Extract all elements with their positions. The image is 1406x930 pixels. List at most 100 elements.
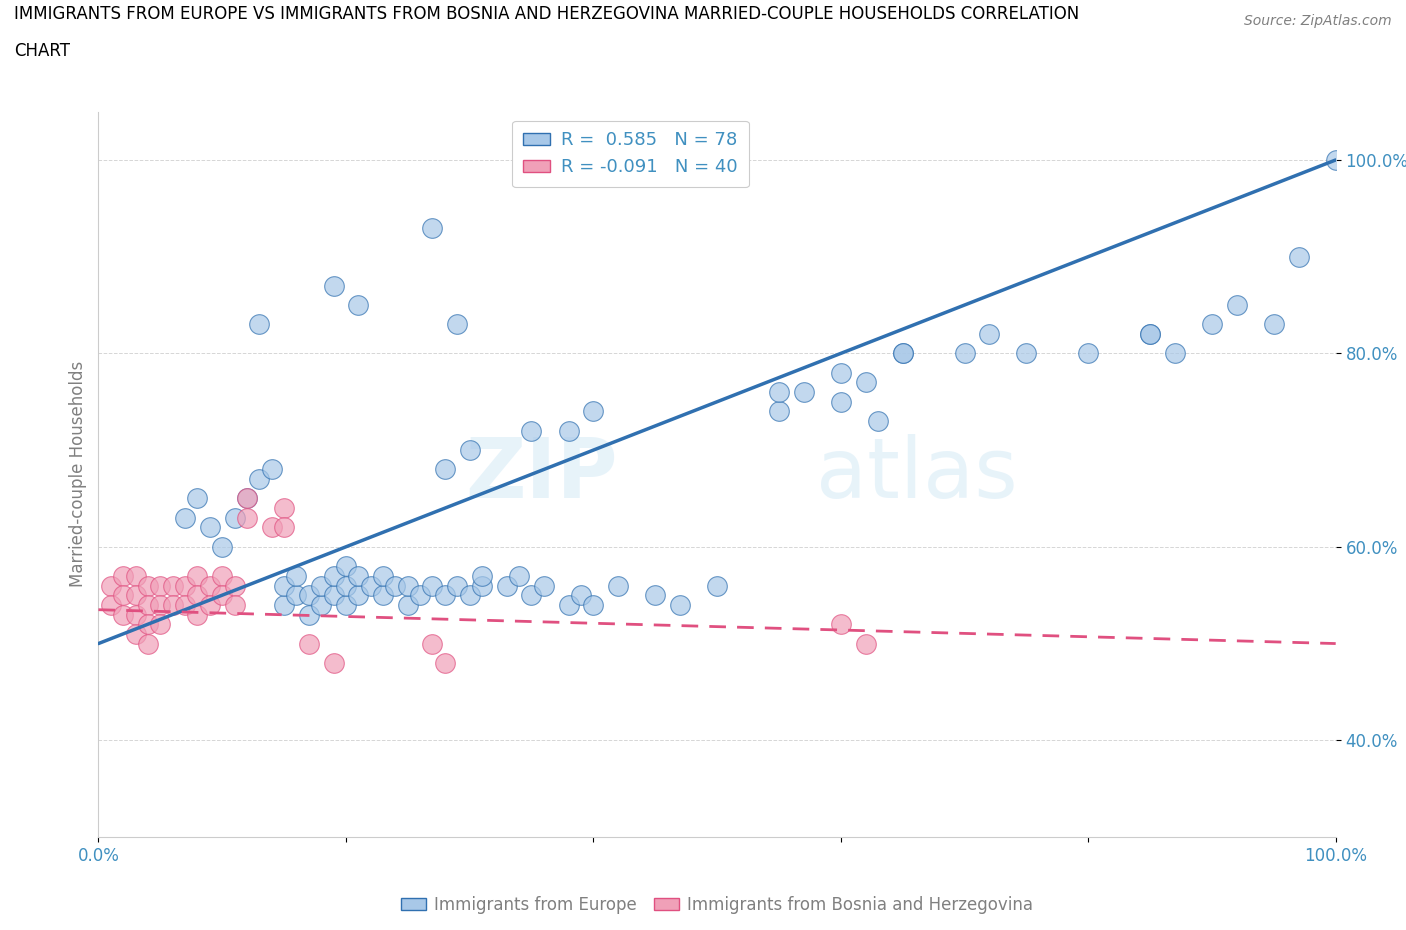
Point [273,520,295,535]
Point [979,326,1001,341]
Point [224,511,246,525]
Point [322,656,344,671]
Point [1201,317,1223,332]
Point [458,588,481,603]
Point [607,578,630,593]
Legend: Immigrants from Europe, Immigrants from Bosnia and Herzegovina: Immigrants from Europe, Immigrants from … [394,889,1040,920]
Point [198,578,221,593]
Point [322,278,344,293]
Point [644,588,666,603]
Point [409,588,432,603]
Point [446,578,468,593]
Point [830,365,852,380]
Point [422,220,444,235]
Point [347,568,370,583]
Point [891,346,914,361]
Point [211,588,233,603]
Point [298,636,321,651]
Text: Source: ZipAtlas.com: Source: ZipAtlas.com [1244,14,1392,28]
Point [1263,317,1285,332]
Point [124,588,146,603]
Point [174,511,197,525]
Point [149,597,172,612]
Point [298,607,321,622]
Point [322,568,344,583]
Point [211,539,233,554]
Point [136,578,159,593]
Point [273,578,295,593]
Point [557,423,579,438]
Y-axis label: Married-couple Households: Married-couple Households [69,361,87,588]
Point [569,588,592,603]
Point [298,588,321,603]
Point [149,578,172,593]
Point [866,414,889,429]
Point [162,578,184,593]
Point [309,597,332,612]
Point [124,627,146,642]
Point [211,568,233,583]
Point [186,491,208,506]
Point [422,578,444,593]
Text: IMMIGRANTS FROM EUROPE VS IMMIGRANTS FROM BOSNIA AND HERZEGOVINA MARRIED-COUPLE : IMMIGRANTS FROM EUROPE VS IMMIGRANTS FRO… [14,5,1080,22]
Point [236,491,259,506]
Point [224,578,246,593]
Text: ZIP: ZIP [465,433,619,515]
Point [582,404,605,418]
Point [273,500,295,515]
Point [1226,298,1249,312]
Point [1164,346,1187,361]
Point [520,423,543,438]
Point [855,636,877,651]
Point [285,568,308,583]
Point [124,607,146,622]
Point [198,520,221,535]
Point [1288,249,1310,264]
Point [433,656,456,671]
Point [768,385,790,400]
Point [1324,153,1347,167]
Point [830,394,852,409]
Point [112,568,135,583]
Point [433,588,456,603]
Point [186,588,208,603]
Point [793,385,815,400]
Point [891,346,914,361]
Point [247,317,270,332]
Point [186,607,208,622]
Point [384,578,406,593]
Point [112,588,135,603]
Point [149,617,172,631]
Point [1015,346,1038,361]
Point [322,588,344,603]
Point [433,462,456,477]
Point [1139,326,1161,341]
Point [706,578,728,593]
Point [533,578,555,593]
Point [112,607,135,622]
Point [768,404,790,418]
Point [260,462,283,477]
Point [830,617,852,631]
Point [224,597,246,612]
Text: CHART: CHART [14,42,70,60]
Point [309,578,332,593]
Point [371,568,394,583]
Point [495,578,517,593]
Point [347,588,370,603]
Point [360,578,382,593]
Point [347,298,370,312]
Point [557,597,579,612]
Point [136,597,159,612]
Point [953,346,976,361]
Point [285,588,308,603]
Point [520,588,543,603]
Point [396,597,419,612]
Point [1139,326,1161,341]
Point [669,597,692,612]
Point [855,375,877,390]
Point [396,578,419,593]
Point [471,568,494,583]
Point [582,597,605,612]
Point [174,578,197,593]
